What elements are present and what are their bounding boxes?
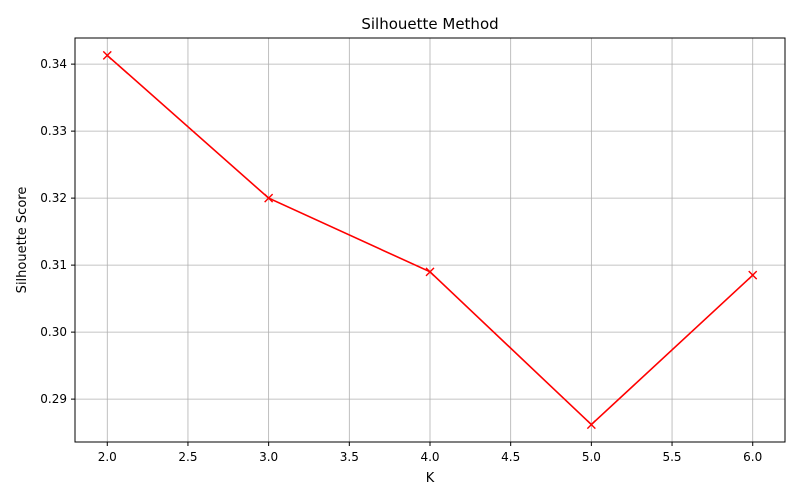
x-tick-label: 2.5: [178, 450, 197, 464]
data-point-marker: [748, 270, 758, 280]
data-point-marker: [264, 193, 274, 203]
x-tick-label: 5.5: [662, 450, 681, 464]
x-tick-label: 5.0: [582, 450, 601, 464]
y-tick-label: 0.32: [40, 191, 67, 205]
x-axis-label: K: [426, 471, 435, 486]
x-tick-label: 4.5: [501, 450, 520, 464]
y-axis-label: Silhouette Score: [15, 187, 30, 294]
x-tick-label: 3.5: [340, 450, 359, 464]
series-layer: [102, 50, 758, 430]
data-point-marker: [425, 267, 435, 277]
y-tick-label: 0.33: [40, 124, 67, 138]
y-tick-label: 0.31: [40, 258, 67, 272]
chart-title: Silhouette Method: [361, 15, 498, 33]
data-point-marker: [102, 50, 112, 60]
x-tick-label: 3.0: [259, 450, 278, 464]
y-tick-label: 0.34: [40, 57, 67, 71]
x-tick-label: 4.0: [420, 450, 439, 464]
data-point-marker: [586, 420, 596, 430]
y-tick-label: 0.29: [40, 392, 67, 406]
axis-ticks: 2.0 2.5 3.0 3.5 4.0 4.5 5.0 5.5 6.0 0.29 0.30 0.31 0…: [40, 57, 762, 464]
x-tick-label: 6.0: [743, 450, 762, 464]
y-tick-label: 0.30: [40, 325, 67, 339]
grid-lines: [75, 38, 785, 442]
x-tick-label: 2.0: [98, 450, 117, 464]
